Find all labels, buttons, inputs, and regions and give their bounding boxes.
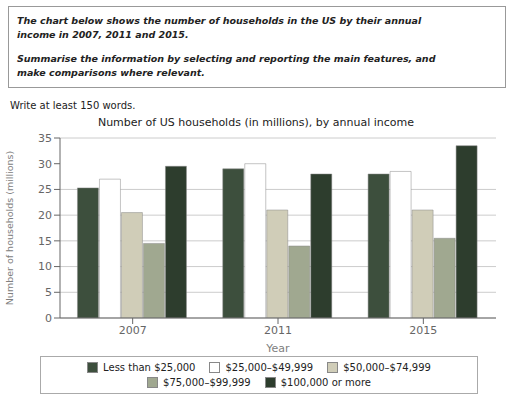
html-text:The chart below shows the numb: The chart below shows the number of hous…	[17, 15, 422, 26]
html-text:Number of US households (in mi: Number of US households (in millions), b…	[97, 116, 415, 129]
svg-text:0: 0	[45, 312, 52, 325]
html-text:Write at least 150 words.: Write at least 150 words.	[10, 100, 136, 111]
html-text:Less than $25,000: Less than $25,000	[103, 362, 196, 373]
html-text:make comparisons where relevan: make comparisons where relevant.	[17, 67, 205, 78]
svg-text:Number of households (millions: Number of households (millions)	[8, 151, 15, 306]
svg-text:20: 20	[38, 209, 52, 222]
svg-text:25: 25	[38, 183, 52, 196]
svg-text:35: 35	[38, 132, 52, 145]
html-text:$75,000–$99,999: $75,000–$99,999	[163, 377, 251, 388]
svg-text:30: 30	[38, 158, 52, 171]
html-text:$100,000 or more: $100,000 or more	[280, 377, 371, 388]
svg-text:2011: 2011	[264, 324, 292, 337]
svg-text:2015: 2015	[409, 324, 437, 337]
html-text:$50,000–$74,999: $50,000–$74,999	[343, 362, 431, 373]
svg-text:5: 5	[45, 286, 52, 299]
svg-text:15: 15	[38, 235, 52, 248]
svg-text:10: 10	[38, 260, 52, 273]
svg-text:Year: Year	[265, 342, 290, 354]
svg-text:2007: 2007	[119, 324, 147, 337]
html-text:Summarise the information by s: Summarise the information by selecting a…	[17, 53, 436, 64]
html-text:income in 2007, 2011 and 2015.: income in 2007, 2011 and 2015.	[17, 29, 189, 40]
html-text:$25,000–$49,999: $25,000–$49,999	[225, 362, 314, 373]
